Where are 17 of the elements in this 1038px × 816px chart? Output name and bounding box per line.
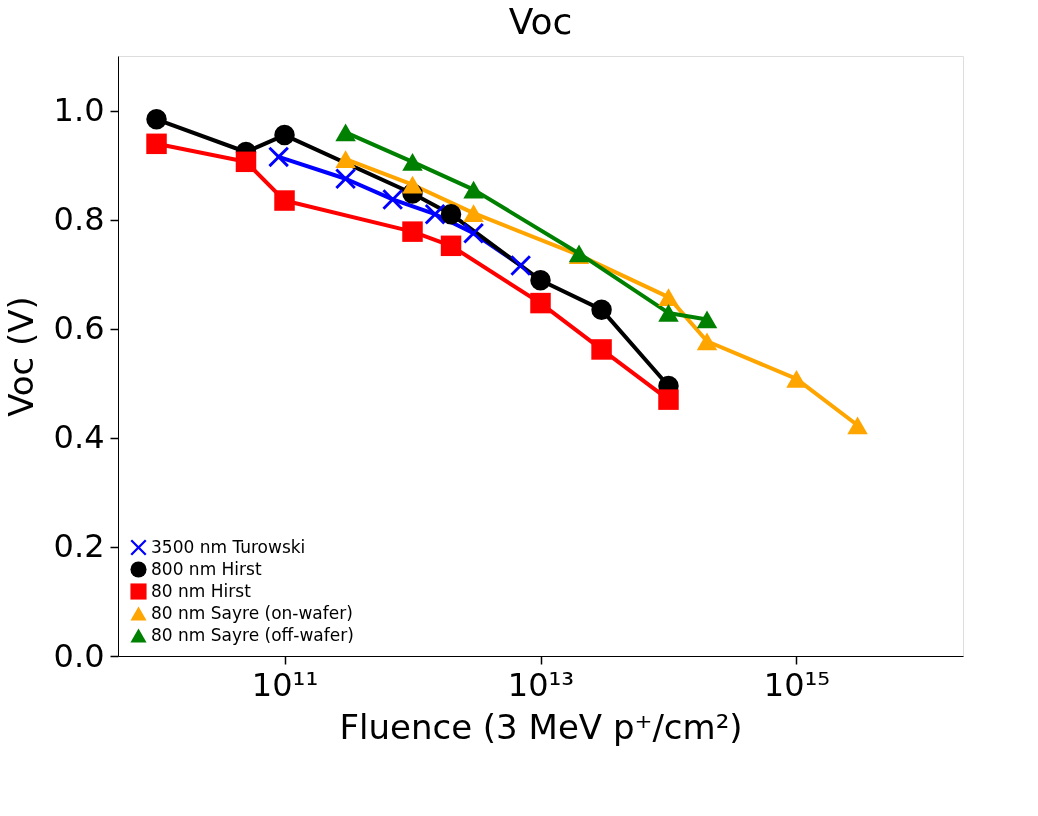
x-tick-label: 10¹¹ <box>251 665 319 704</box>
y-tick-label: 0.2 <box>53 527 105 566</box>
legend-label: 3500 nm Turowski <box>151 536 306 557</box>
y-tick-label: 0.8 <box>53 200 105 239</box>
legend-label: 80 nm Hirst <box>151 580 252 601</box>
x-tick-label: 10¹⁵ <box>763 665 831 704</box>
y-tick-label: 0.0 <box>53 636 105 675</box>
y-axis-title: Voc (V) <box>0 296 41 417</box>
x-tick-label: 10¹³ <box>507 665 575 704</box>
legend-label: 80 nm Sayre (on-wafer) <box>151 602 353 623</box>
chart-title: Voc <box>508 1 573 42</box>
legend-label: 800 nm Hirst <box>151 558 262 579</box>
legend-label: 80 nm Sayre (off-wafer) <box>151 624 354 645</box>
y-tick-label: 0.6 <box>53 309 105 348</box>
y-tick-label: 1.0 <box>53 91 105 130</box>
y-tick-label: 0.4 <box>53 418 105 457</box>
x-axis-title: Fluence (3 MeV p⁺/cm²) <box>339 706 743 747</box>
